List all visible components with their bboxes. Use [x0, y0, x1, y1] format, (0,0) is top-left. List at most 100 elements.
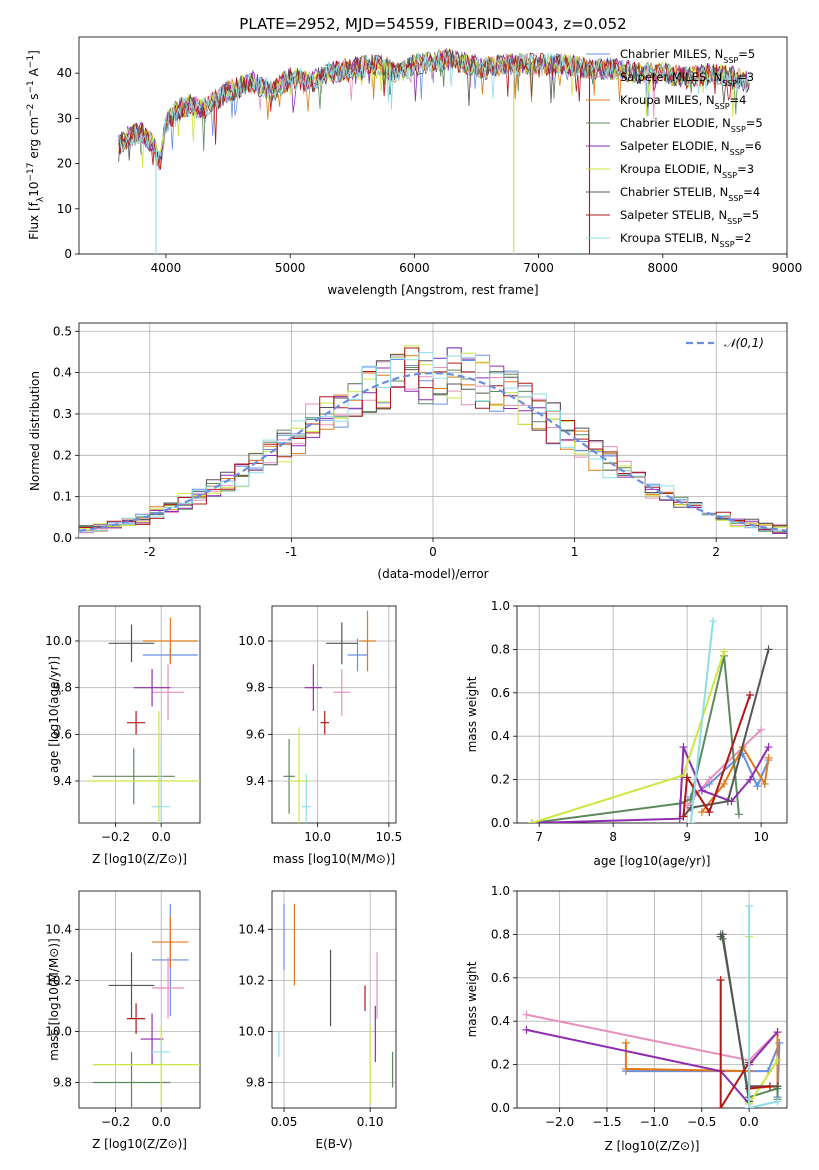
- z-weight-point-marker: [773, 1056, 782, 1065]
- spectrum-xtick-label: 4000: [151, 261, 182, 275]
- spectrum-title: PLATE=2952, MJD=54559, FIBERID=0043, z=0…: [239, 15, 626, 33]
- z-age-ylabel: age [log10(age/yr)]: [47, 656, 61, 773]
- age-weight-ytick-label: 0.2: [491, 773, 510, 787]
- z-age-frame: [78, 605, 201, 824]
- spectrum-xtick-label: 9000: [772, 261, 803, 275]
- spectrum-ylabel-part: −17: [26, 163, 36, 182]
- z-weight-point-marker: [773, 1097, 782, 1106]
- z-age-points: [88, 617, 200, 823]
- spectrum-legend-name: Salpeter ELODIE, N: [620, 139, 730, 153]
- spectrum-legend-name: Salpeter MILES, N: [620, 70, 722, 84]
- residual-hist-ytick-label: 0.4: [53, 366, 72, 380]
- z-weight-ytick-label: 0.8: [491, 927, 510, 941]
- z-mass-ylabel: mass [log10(M/M⊙)]: [47, 938, 61, 1060]
- age-weight-point-marker: [705, 775, 714, 784]
- spectrum-legend-label: Salpeter MILES, NSSP=3: [620, 70, 754, 88]
- spectrum-xtick-label: 7000: [523, 261, 554, 275]
- spectrum-legend-sub: SSP: [720, 240, 735, 249]
- spectrum-ytick-label: 10: [57, 202, 72, 216]
- z-age-xlabel: Z [log10(Z/Z⊙)]: [92, 852, 187, 866]
- ebv-mass-points: [278, 903, 394, 1103]
- spectrum-legend-name: Kroupa STELIB, N: [620, 231, 720, 245]
- z-weight-point-marker: [716, 975, 725, 984]
- z-weight-ytick-label: 0.2: [491, 1058, 510, 1072]
- spectrum-legend-sub: SSP: [715, 102, 730, 111]
- age-weight-ytick-label: 0.4: [491, 729, 510, 743]
- ebv-mass-ytick-label: 10.2: [238, 973, 265, 987]
- z-mass-ytick-label: 10.2: [45, 973, 72, 987]
- age-weight-point-marker: [686, 803, 695, 812]
- spectrum-legend-n: =4: [743, 185, 760, 199]
- residual-hist-xtick-label: 2: [712, 545, 720, 559]
- z-weight-point-marker: [765, 1082, 774, 1091]
- spectrum-ylabel-part: s: [27, 94, 41, 104]
- spectrum-legend-n: =3: [737, 70, 754, 84]
- z-weight-xtick-label: −1.0: [640, 1115, 669, 1129]
- spectrum-frame: [78, 36, 788, 255]
- spectrum-legend-n: =6: [745, 139, 762, 153]
- age-weight-xtick-label: 10: [753, 830, 768, 844]
- spectrum-ytick-label: 0: [64, 247, 72, 261]
- z-weight-ytick-label: 0.6: [491, 971, 510, 985]
- spectrum-ylabel-part: erg cm: [27, 117, 41, 163]
- z-mass-frame: [78, 890, 201, 1109]
- z-weight-point-marker: [718, 930, 727, 939]
- z-weight-point-marker: [522, 1025, 531, 1034]
- spectrum-legend-label: Salpeter STELIB, NSSP=5: [620, 208, 759, 226]
- z-mass-xlabel: Z [log10(Z/Z⊙)]: [92, 1137, 187, 1151]
- hist-normal-curve: [79, 371, 787, 532]
- spectrum-legend-label: Chabrier STELIB, NSSP=4: [620, 185, 760, 203]
- z-weight-xtick-label: 0.0: [740, 1115, 759, 1129]
- spectrum-ylabel-part: λ: [36, 196, 46, 202]
- spectrum-legend-sub: SSP: [731, 125, 746, 134]
- spectrum-ylabel-part: −2: [26, 104, 36, 117]
- residual-hist-ytick-label: 0.5: [53, 324, 72, 338]
- z-weight-ylabel: mass weight: [465, 961, 479, 1037]
- ebv-mass-ytick-label: 10.0: [238, 1024, 265, 1038]
- spectrum-legend-label: Kroupa STELIB, NSSP=2: [620, 231, 751, 249]
- age-weight-point-marker: [697, 808, 706, 817]
- spectrum-legend-sub: SSP: [727, 217, 742, 226]
- spectrum-series-line: [118, 50, 750, 163]
- z-mass-ytick-label: 10.0: [45, 1024, 72, 1038]
- spectrum-xtick-label: 8000: [648, 261, 679, 275]
- age-weight-ylabel: mass weight: [465, 676, 479, 752]
- mass-age-xtick-label: 10.0: [304, 830, 331, 844]
- age-weight-xtick-label: 7: [535, 830, 543, 844]
- age-weight-ytick-label: 0.8: [491, 642, 510, 656]
- spectrum-legend-n: =5: [742, 208, 759, 222]
- z-weight-frame: [516, 890, 788, 1109]
- age-weight-point-marker: [705, 808, 714, 817]
- z-age-xtick-label: 0.0: [152, 830, 171, 844]
- spectrum-xtick-label: 5000: [275, 261, 306, 275]
- mass-age-xtick-label: 10.5: [376, 830, 403, 844]
- z-weight-xtick-label: −1.5: [592, 1115, 621, 1129]
- age-weight-point-marker: [686, 819, 695, 823]
- residual-hist-xtick-label: 1: [571, 545, 579, 559]
- residual-hist-ytick-label: 0.2: [53, 448, 72, 462]
- z-weight-ytick-label: 0.0: [491, 1101, 510, 1115]
- age-weight-point-marker: [697, 786, 706, 795]
- spectrum-legend-n: =5: [746, 116, 763, 130]
- hist-bars: [79, 345, 787, 538]
- mass-age-points: [283, 610, 377, 823]
- residual-hist-ytick-label: 0.3: [53, 407, 72, 421]
- ebv-mass-xtick-label: 0.10: [357, 1115, 384, 1129]
- z-weight-point-marker: [745, 902, 754, 911]
- mass-age-ytick-label: 10.0: [238, 634, 265, 648]
- age-weight-ytick-label: 0.6: [491, 686, 510, 700]
- spectrum-legend-name: Salpeter STELIB, N: [620, 208, 727, 222]
- z-weight-point-marker: [621, 1064, 630, 1073]
- spectrum-legend-n: =4: [730, 93, 747, 107]
- mass-age-axes: 10.0 10.5 9.4 9.6 9.8 10.0: [238, 605, 403, 844]
- ebv-mass-xlabel: E(B-V): [315, 1137, 352, 1151]
- spectrum-legend-sub: SSP: [723, 56, 738, 65]
- spectrum-legend-label: Chabrier MILES, NSSP=5: [620, 47, 755, 65]
- spectrum-axes: 4000 5000 6000 7000 8000 9000 0 10 20 30 40: [57, 36, 803, 275]
- spectrum-ytick-label: 20: [57, 157, 72, 171]
- hist-frame: [78, 322, 788, 539]
- spectrum-legend-label: Chabrier ELODIE, NSSP=5: [620, 116, 763, 134]
- ebv-mass-ytick-label: 10.4: [238, 922, 265, 936]
- spectrum-legend-name: Kroupa ELODIE, N: [620, 162, 722, 176]
